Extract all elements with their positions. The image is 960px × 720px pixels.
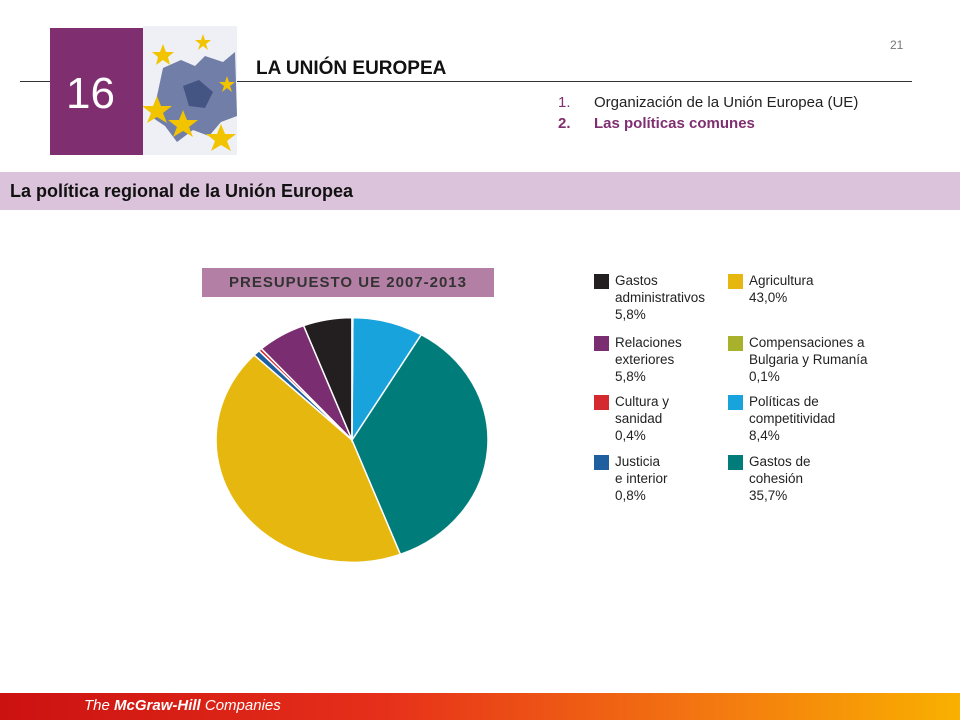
legend-item-relaciones-exteriores: Relaciones exteriores 5,8% [594, 334, 682, 385]
toc-item-organizacion[interactable]: 1. Organización de la Unión Europea (UE) [558, 92, 898, 113]
legend-item-justicia-interior: Justicia e interior 0,8% [594, 453, 668, 504]
legend-item-cultura-sanidad: Cultura y sanidad 0,4% [594, 393, 669, 444]
legend-item-competitividad: Políticas de competitividad 8,4% [728, 393, 835, 444]
legend-value: 0,4% [615, 428, 646, 443]
legend-label: Justicia e interior [615, 454, 668, 486]
legend-swatch [728, 274, 743, 289]
legend-value: 5,8% [615, 307, 646, 322]
legend-value: 35,7% [749, 488, 788, 503]
toc-item-number: 1. [558, 94, 571, 111]
chapter-badge [50, 28, 143, 155]
chapter-title: LA UNIÓN EUROPEA [256, 58, 447, 79]
legend-value: 0,8% [615, 488, 646, 503]
legend-swatch [594, 395, 609, 410]
section-title: La política regional de la Unión Europea [10, 181, 354, 201]
publisher-logo: The McGraw-Hill Companies [84, 697, 281, 714]
footer-bar: The McGraw-Hill Companies [0, 693, 960, 720]
eu-map-stars-icon [143, 26, 237, 155]
toc-item-politicas-comunes[interactable]: 2. Las políticas comunes [558, 113, 898, 134]
legend-value: 43,0% [749, 290, 788, 305]
header-divider [20, 81, 912, 82]
legend-value: 8,4% [749, 428, 780, 443]
pie-slice-compensaciones-a-bulgaria-y-rumania [351, 316, 354, 441]
legend-item-compensaciones: Compensaciones a Bulgaria y Rumanía 0,1% [728, 334, 868, 385]
legend-swatch [594, 274, 609, 289]
toc-item-number: 2. [558, 115, 571, 132]
legend-swatch [728, 395, 743, 410]
legend-swatch [594, 336, 609, 351]
legend-label: Gastos administrativos [615, 273, 706, 305]
legend-value: 0,1% [749, 369, 780, 384]
table-of-contents: 1. Organización de la Unión Europea (UE)… [558, 92, 898, 134]
legend-value: 5,8% [615, 369, 646, 384]
legend-label: Políticas de competitividad [749, 394, 836, 426]
legend-item-cohesion: Gastos de cohesión 35,7% [728, 453, 811, 504]
legend-label: Cultura y sanidad [615, 394, 670, 426]
chapter-number: 16 [66, 69, 115, 118]
page-number: 21 [890, 38, 904, 52]
budget-pie-chart [215, 316, 489, 564]
toc-item-label: Las políticas comunes [594, 115, 755, 132]
legend-label: Gastos de cohesión [749, 454, 811, 486]
legend-label: Compensaciones a Bulgaria y Rumanía [749, 335, 868, 367]
pie-slice-agricultura [215, 354, 402, 564]
toc-item-label: Organización de la Unión Europea (UE) [594, 94, 859, 111]
legend-label: Agricultura [749, 273, 814, 288]
legend-item-gastos-administrativos: Gastos administrativos 5,8% [594, 272, 705, 323]
eu-map-stars-image [143, 26, 237, 155]
legend-swatch [728, 455, 743, 470]
legend-swatch [728, 336, 743, 351]
chart-title: PRESUPUESTO UE 2007-2013 [202, 268, 494, 297]
legend-swatch [594, 455, 609, 470]
section-header-bar: La política regional de la Unión Europea [0, 172, 960, 210]
legend-item-agricultura: Agricultura 43,0% [728, 272, 814, 306]
legend-label: Relaciones exteriores [615, 335, 682, 367]
